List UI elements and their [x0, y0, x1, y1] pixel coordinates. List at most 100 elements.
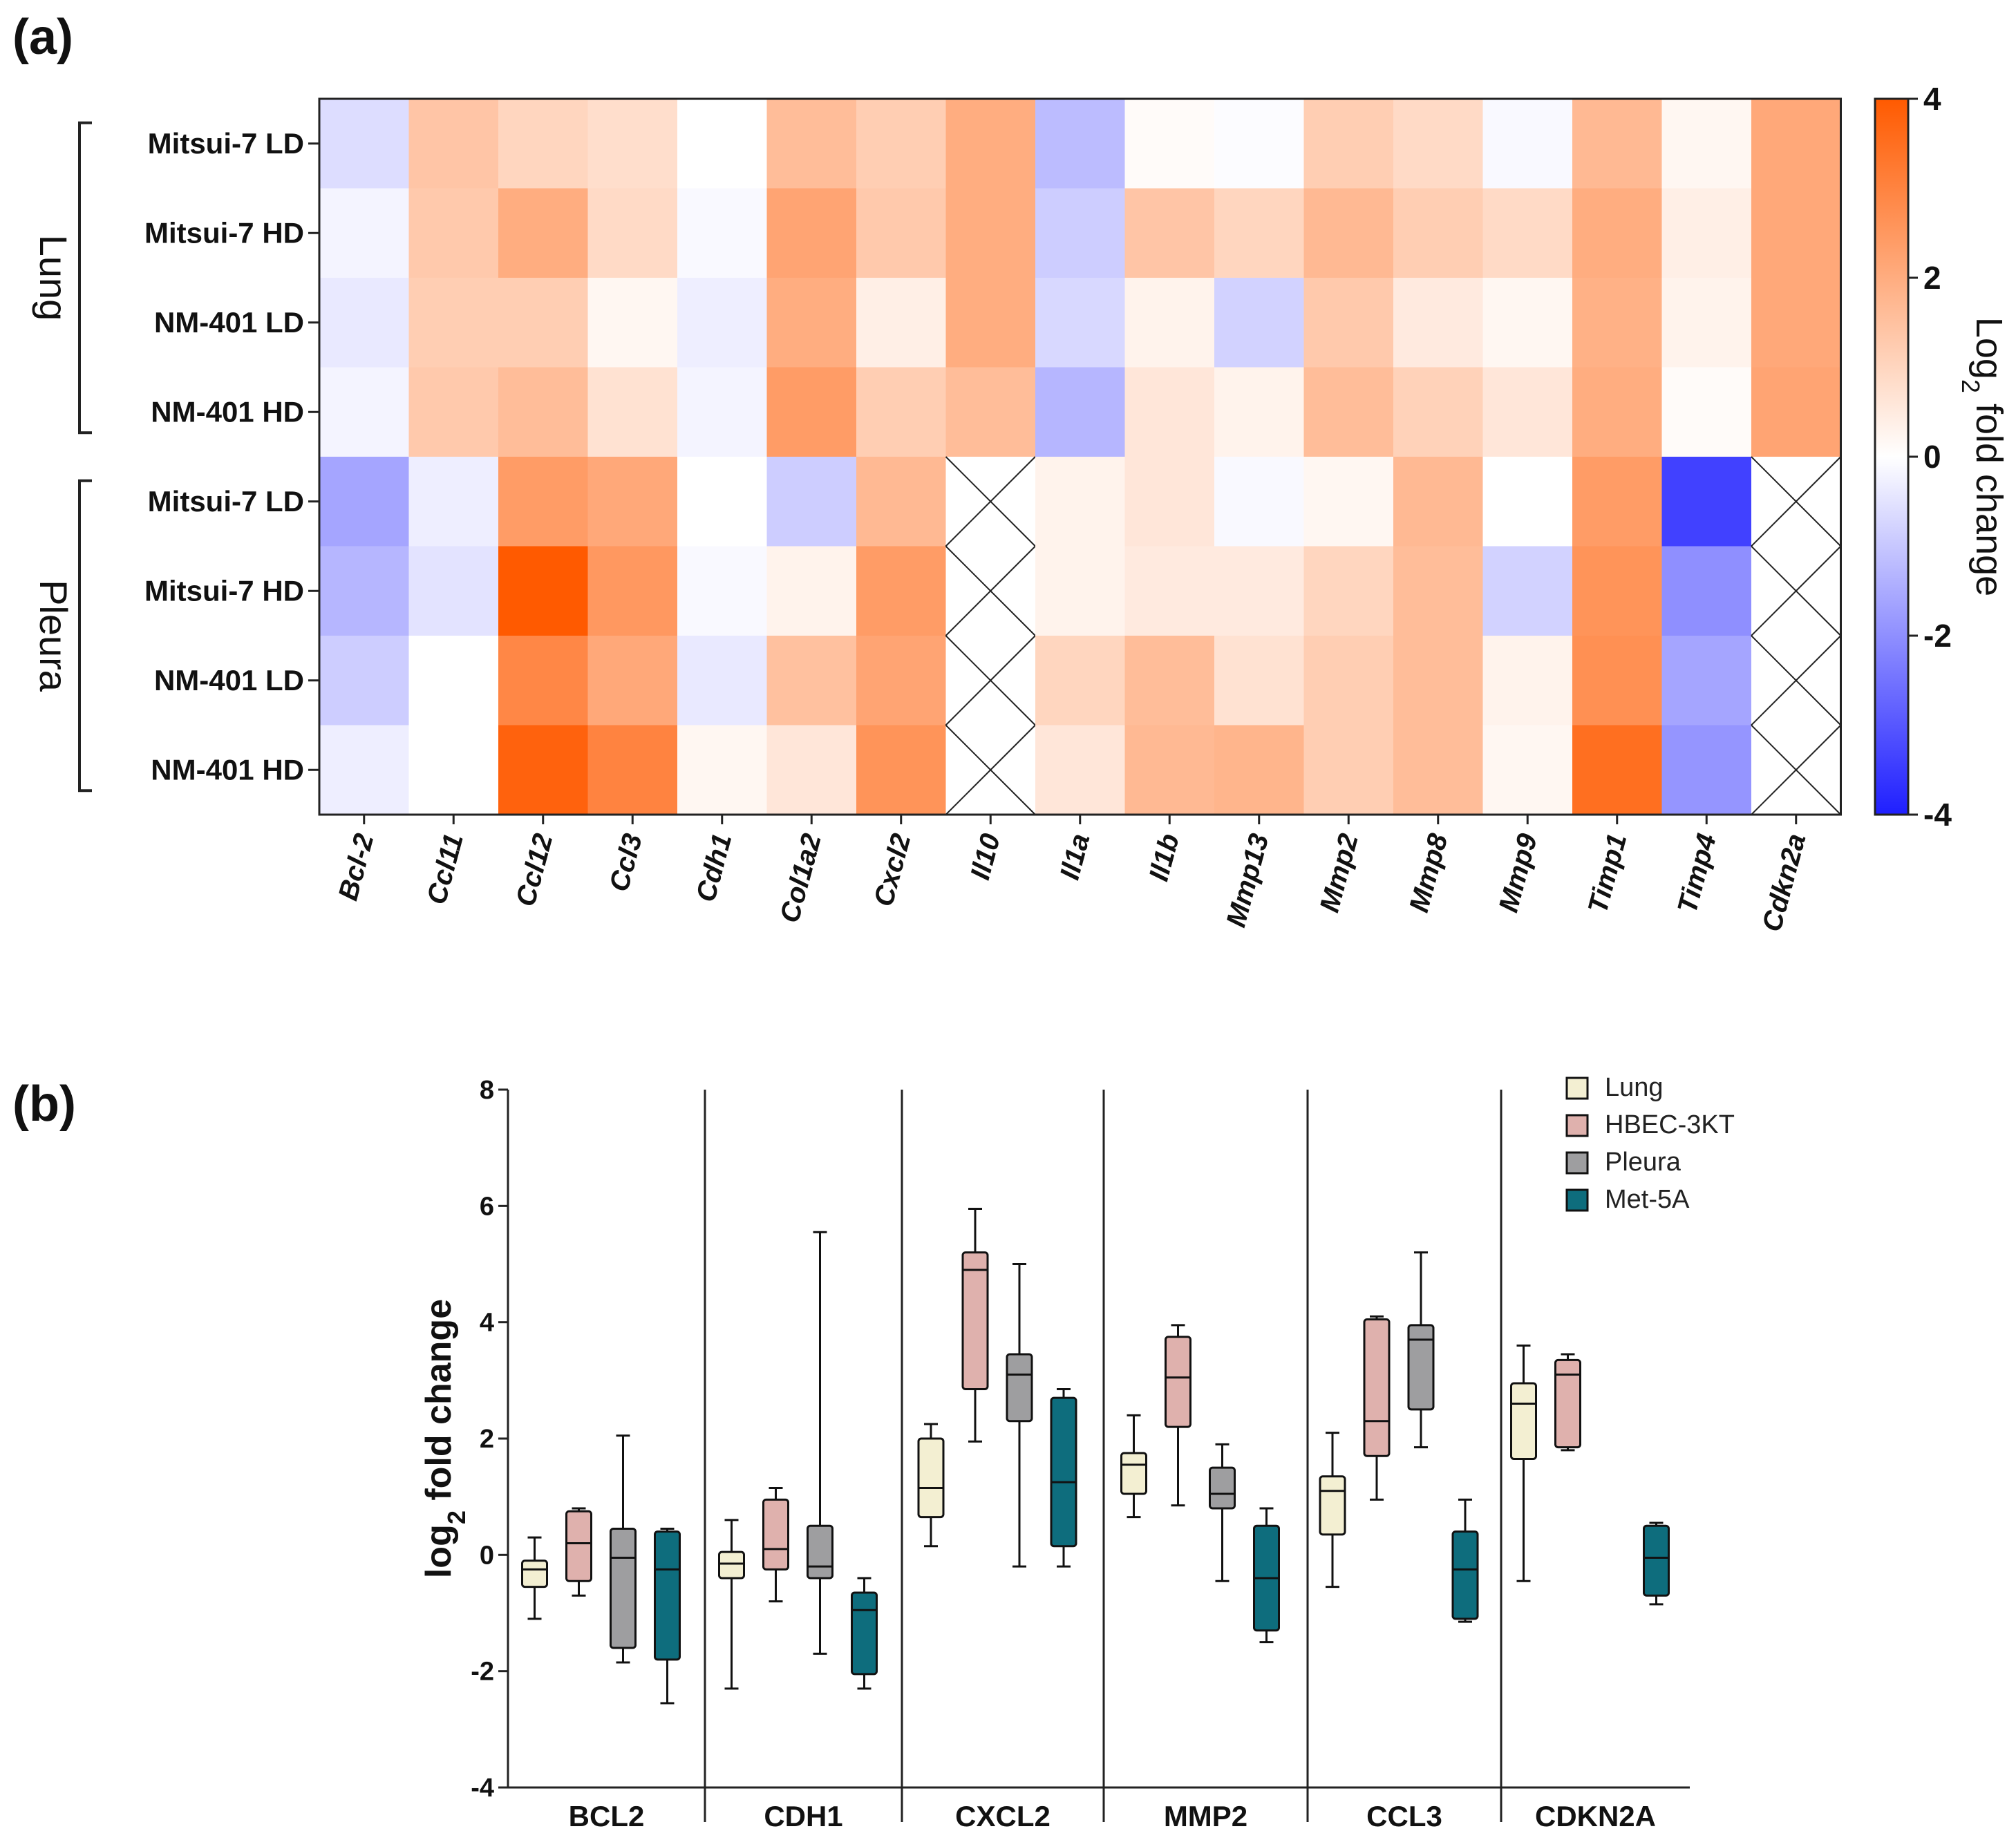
heatmap-cell [1035, 188, 1126, 278]
heatmap-row-labels: Mitsui-7 LD Mitsui-7 HD NM-401 LD NM-401 HD… [144, 127, 319, 786]
heatmap-cell [1214, 99, 1305, 189]
heatmap-row-label: Mitsui-7 LD [148, 485, 304, 518]
heatmap-cells [318, 97, 1842, 816]
heatmap-cell [766, 367, 857, 457]
heatmap-cell [1751, 367, 1842, 457]
heatmap-cell [766, 278, 857, 368]
heatmap-cell [1393, 725, 1484, 815]
heatmap-cell [408, 546, 499, 636]
heatmap-cell [1214, 546, 1305, 636]
heatmap-cell [766, 725, 857, 815]
heatmap-cell [498, 636, 589, 726]
colorbar-title: Log2 fold change [1957, 317, 2010, 596]
box-lung [521, 1536, 548, 1620]
legend-label: Pleura [1605, 1148, 1681, 1177]
heatmap-column-label: Il10 [965, 831, 1006, 883]
heatmap-column-label: Mmp8 [1404, 830, 1454, 916]
heatmap-cell [319, 367, 410, 457]
heatmap-cell [408, 367, 499, 457]
heatmap-cell [1661, 457, 1752, 547]
legend-swatch [1565, 1114, 1589, 1137]
box-lung [1510, 1344, 1537, 1582]
heatmap-cell [1214, 367, 1305, 457]
heatmap-column-label: Il1a [1055, 831, 1096, 883]
heatmap-column-label: Timp4 [1672, 831, 1722, 916]
heatmap-column-label: Ccl12 [510, 831, 558, 910]
heatmap-column-label: Cdkn2a [1757, 831, 1812, 935]
heatmap-cell [1661, 546, 1752, 636]
heatmap-cell [408, 99, 499, 189]
heatmap-cell [1482, 367, 1573, 457]
heatmap-cell [1393, 636, 1484, 726]
group-label: Lung [32, 235, 75, 321]
heatmap-cell [1035, 636, 1126, 726]
heatmap-row-label: Mitsui-7 HD [144, 216, 304, 249]
y-tick-label: 0 [480, 1541, 494, 1570]
category-label: CDKN2A [1535, 1800, 1656, 1832]
heatmap-column-label: Col1a2 [774, 831, 827, 926]
heatmap-cell [677, 457, 768, 547]
heatmap-cell [1751, 278, 1842, 368]
heatmap-cell [856, 99, 947, 189]
heatmap-cell [1572, 725, 1663, 815]
heatmap-cell [856, 367, 947, 457]
y-tick-label: 2 [480, 1425, 494, 1454]
heatmap-row-label: NM-401 HD [151, 753, 304, 786]
colorbar-gradient [1874, 97, 1910, 816]
heatmap-cell [1303, 367, 1394, 457]
heatmap-cell [856, 636, 947, 726]
heatmap-cell [1303, 278, 1394, 368]
heatmap-cell [319, 99, 410, 189]
colorbar-tick-label: 4 [1923, 81, 1941, 117]
box-pleura [807, 1231, 833, 1655]
heatmap-cell [587, 367, 678, 457]
heatmap-cell [587, 725, 678, 815]
heatmap-row-label: NM-401 LD [154, 306, 304, 339]
heatmap-row-label: NM-401 HD [151, 395, 304, 428]
box-hbec-3kt [1554, 1353, 1581, 1452]
heatmap-cell [677, 278, 768, 368]
heatmap-cell [1303, 457, 1394, 547]
heatmap-cell [766, 188, 857, 278]
heatmap-cell [498, 99, 589, 189]
heatmap-cell [408, 188, 499, 278]
heatmap-cell-missing [945, 635, 1036, 726]
heatmap-cell [498, 278, 589, 368]
heatmap-cell [319, 278, 410, 368]
box-lung [917, 1423, 945, 1548]
group-label: Pleura [32, 580, 75, 692]
heatmap-cell [1482, 188, 1573, 278]
y-tick-label: 4 [480, 1309, 494, 1338]
heatmap-cell [856, 457, 947, 547]
heatmap-cell [1124, 725, 1215, 815]
boxplot-axes: 8 6 4 2 0 -2 -4 log2 fold change BCL2 CDH1 CXCL2 MM… [419, 1076, 1690, 1832]
heatmap-cell [1214, 457, 1305, 547]
heatmap-cell [1035, 367, 1126, 457]
legend-label: Met-5A [1605, 1185, 1690, 1214]
heatmap-cell [1393, 457, 1484, 547]
heatmap-cell [498, 546, 589, 636]
heatmap-cell [1393, 99, 1484, 189]
heatmap-cell [1572, 367, 1663, 457]
heatmap-cell [1572, 546, 1663, 636]
heatmap-cell [677, 546, 768, 636]
heatmap-column-labels: Bcl-2 Ccl11 Ccl12 Ccl3 Cdh1 Col1a2 Cxcl2 Il10 Il… [333, 815, 1812, 935]
heatmap-cell-missing [945, 724, 1036, 815]
colorbar-tick-label: 0 [1923, 439, 1941, 475]
heatmap-cell [408, 278, 499, 368]
heatmap-cell [677, 725, 768, 815]
heatmap-cell-missing [1751, 635, 1842, 726]
box-hbec-3kt [762, 1487, 789, 1603]
heatmap-row-label: Mitsui-7 HD [144, 574, 304, 607]
box-lung [718, 1519, 745, 1690]
box-pleura [1407, 1251, 1435, 1449]
category-label: BCL2 [569, 1800, 645, 1832]
heatmap-column-label: Cdh1 [690, 831, 737, 905]
y-tick-label: -2 [471, 1658, 494, 1687]
heatmap-row-label: NM-401 LD [154, 664, 304, 696]
colorbar-tick-label: -2 [1923, 618, 1952, 654]
heatmap-cell-missing [945, 545, 1036, 636]
heatmap-cell [1661, 367, 1752, 457]
heatmap-cell [1482, 546, 1573, 636]
heatmap-cell [1214, 636, 1305, 726]
